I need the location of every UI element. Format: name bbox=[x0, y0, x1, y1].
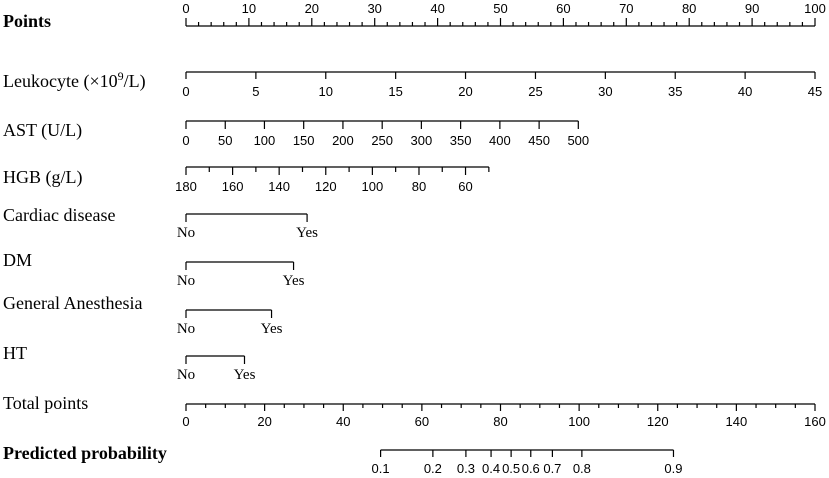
variable-1-tick-label: 0 bbox=[182, 133, 189, 148]
variable-1-tick-label: 500 bbox=[567, 133, 589, 148]
probability-tick-label: 0.3 bbox=[457, 461, 475, 476]
variable-1-tick-label: 150 bbox=[293, 133, 315, 148]
probability-tick-label: 0.1 bbox=[372, 461, 390, 476]
variable-4-label: DM bbox=[3, 250, 32, 270]
variable-1-tick-label: 250 bbox=[371, 133, 393, 148]
variable-6-tick-label: No bbox=[177, 367, 195, 383]
variable-0-tick-label: 30 bbox=[598, 84, 612, 99]
probability-tick-label: 0.8 bbox=[573, 461, 591, 476]
variable-1-tick-label: 450 bbox=[528, 133, 550, 148]
variable-0-tick-label: 45 bbox=[808, 84, 822, 99]
points-scale-label: Points bbox=[3, 11, 51, 31]
variable-4-tick-label: Yes bbox=[283, 273, 305, 289]
probability-tick-label: 0.2 bbox=[424, 461, 442, 476]
total-points-tick-label: 0 bbox=[182, 414, 189, 429]
total-points-tick-label: 60 bbox=[415, 414, 429, 429]
points-tick-label: 90 bbox=[745, 1, 759, 16]
variable-0-tick-label: 0 bbox=[182, 84, 189, 99]
total-points-tick-label: 20 bbox=[257, 414, 271, 429]
variable-0-tick-label: 5 bbox=[252, 84, 259, 99]
variable-2-tick-label: 140 bbox=[268, 179, 290, 194]
variable-1-tick-label: 350 bbox=[450, 133, 472, 148]
variable-2-tick-label: 120 bbox=[315, 179, 337, 194]
variable-5-tick-label: No bbox=[177, 321, 195, 337]
variable-0-tick-label: 10 bbox=[319, 84, 333, 99]
points-tick-label: 0 bbox=[182, 1, 189, 16]
variable-4-tick-label: No bbox=[177, 273, 195, 289]
points-tick-label: 100 bbox=[804, 1, 826, 16]
total-points-tick-label: 100 bbox=[568, 414, 590, 429]
variable-0-tick-label: 40 bbox=[738, 84, 752, 99]
variable-0-tick-label: 15 bbox=[388, 84, 402, 99]
variable-2-tick-label: 80 bbox=[412, 179, 426, 194]
probability-tick-label: 0.7 bbox=[543, 461, 561, 476]
probability-tick-label: 0.5 bbox=[502, 461, 520, 476]
variable-1-tick-label: 200 bbox=[332, 133, 354, 148]
total-points-tick-label: 40 bbox=[336, 414, 350, 429]
variable-1-tick-label: 100 bbox=[254, 133, 276, 148]
probability-tick-label: 0.6 bbox=[522, 461, 540, 476]
variable-1-label: AST (U/L) bbox=[3, 120, 82, 141]
points-tick-label: 70 bbox=[619, 1, 633, 16]
points-tick-label: 60 bbox=[556, 1, 570, 16]
variable-2-label: HGB (g/L) bbox=[3, 167, 83, 188]
variable-6-tick-label: Yes bbox=[234, 367, 256, 383]
total-points-tick-label: 160 bbox=[804, 414, 826, 429]
points-tick-label: 30 bbox=[367, 1, 381, 16]
total-points-label: Total points bbox=[3, 393, 88, 413]
predicted-probability-label: Predicted probability bbox=[3, 443, 167, 463]
variable-0-label: Leukocyte (×109/L) bbox=[3, 69, 146, 92]
probability-tick-label: 0.4 bbox=[482, 461, 500, 476]
variable-1-tick-label: 50 bbox=[218, 133, 232, 148]
points-tick-label: 20 bbox=[305, 1, 319, 16]
variable-2-tick-label: 160 bbox=[222, 179, 244, 194]
points-tick-label: 50 bbox=[493, 1, 507, 16]
total-points-tick-label: 120 bbox=[647, 414, 669, 429]
variable-6-label: HT bbox=[3, 343, 27, 363]
variable-0-tick-label: 35 bbox=[668, 84, 682, 99]
points-tick-label: 10 bbox=[242, 1, 256, 16]
variable-2-tick-label: 100 bbox=[362, 179, 384, 194]
total-points-tick-label: 80 bbox=[493, 414, 507, 429]
points-tick-label: 80 bbox=[682, 1, 696, 16]
variable-3-label: Cardiac disease bbox=[3, 205, 115, 225]
variable-2-tick-label: 60 bbox=[458, 179, 472, 194]
variable-0-tick-label: 20 bbox=[458, 84, 472, 99]
probability-tick-label: 0.9 bbox=[664, 461, 682, 476]
variable-1-tick-label: 300 bbox=[411, 133, 433, 148]
variable-2-tick-label: 180 bbox=[175, 179, 197, 194]
variable-0-tick-label: 25 bbox=[528, 84, 542, 99]
total-points-tick-label: 140 bbox=[726, 414, 748, 429]
variable-5-tick-label: Yes bbox=[261, 321, 283, 337]
variable-5-label: General Anesthesia bbox=[3, 293, 142, 313]
variable-3-tick-label: No bbox=[177, 225, 195, 241]
variable-1-tick-label: 400 bbox=[489, 133, 511, 148]
points-tick-label: 40 bbox=[430, 1, 444, 16]
variable-3-tick-label: Yes bbox=[296, 225, 318, 241]
